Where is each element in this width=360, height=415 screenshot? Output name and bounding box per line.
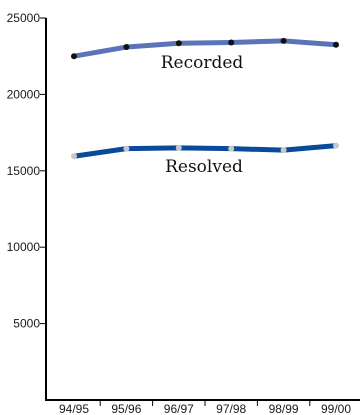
data-point-recorded [280, 37, 287, 44]
y-axis-ticks: 5000 10000 15000 20000 25000 [7, 11, 46, 331]
data-point-resolved [175, 144, 182, 151]
y-tick-label: 5000 [13, 317, 40, 331]
data-point-recorded [333, 41, 339, 48]
series-label-recorded: Recorded [161, 53, 244, 73]
x-axis-ticks: 94/95 95/96 96/97 97/98 98/99 99/00 [59, 400, 351, 415]
x-tick-label: 97/98 [216, 402, 246, 415]
data-point-resolved [123, 145, 130, 152]
data-point-resolved [228, 145, 235, 152]
data-point-recorded [228, 39, 235, 46]
y-tick-label: 10000 [7, 240, 41, 254]
series-line-recorded [71, 38, 339, 59]
data-point-resolved [71, 153, 77, 160]
data-point-recorded [71, 53, 77, 60]
data-point-recorded [123, 44, 130, 51]
x-tick-label: 95/96 [111, 402, 141, 415]
y-tick-label: 15000 [7, 164, 41, 178]
x-tick-label: 98/99 [269, 402, 299, 415]
data-point-resolved [280, 147, 287, 154]
series-line-resolved [71, 143, 339, 159]
series-label-resolved: Resolved [165, 157, 243, 177]
data-point-resolved [333, 142, 339, 149]
x-tick-label: 99/00 [321, 402, 351, 415]
series-lines [71, 38, 339, 159]
y-tick-label: 25000 [7, 11, 41, 25]
x-tick-label: 96/97 [164, 402, 194, 415]
x-tick-label: 94/95 [59, 402, 89, 415]
data-point-recorded [175, 40, 182, 47]
y-tick-label: 20000 [7, 87, 41, 101]
series-markers [71, 37, 339, 160]
